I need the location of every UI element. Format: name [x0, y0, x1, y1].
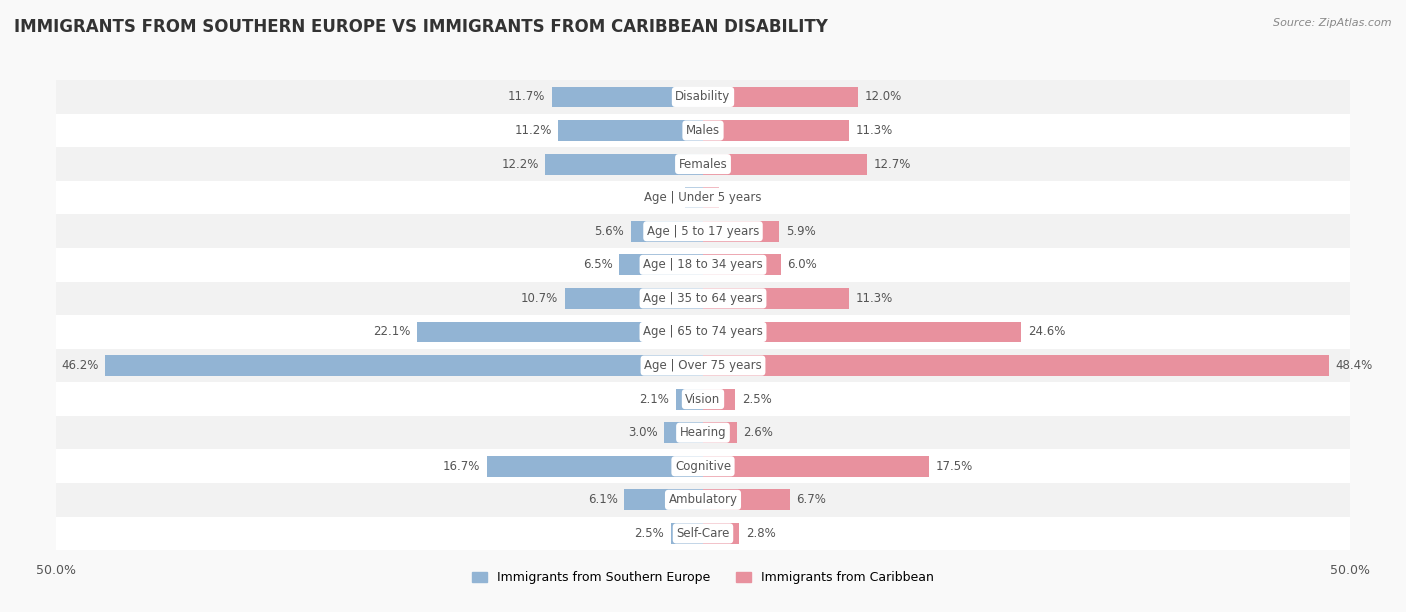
Text: 6.7%: 6.7% — [796, 493, 825, 506]
Bar — [56, 349, 1350, 382]
Bar — [56, 517, 1350, 550]
Text: IMMIGRANTS FROM SOUTHERN EUROPE VS IMMIGRANTS FROM CARIBBEAN DISABILITY: IMMIGRANTS FROM SOUTHERN EUROPE VS IMMIG… — [14, 18, 828, 36]
Bar — [703, 321, 1021, 342]
Bar — [56, 449, 1350, 483]
Text: Self-Care: Self-Care — [676, 527, 730, 540]
Text: 17.5%: 17.5% — [936, 460, 973, 472]
Bar — [56, 80, 1350, 114]
Bar — [703, 422, 737, 443]
Text: 46.2%: 46.2% — [62, 359, 98, 372]
Bar — [685, 187, 703, 208]
Bar — [56, 416, 1350, 449]
Bar — [703, 456, 929, 477]
Text: Source: ZipAtlas.com: Source: ZipAtlas.com — [1274, 18, 1392, 28]
Bar — [624, 490, 703, 510]
Text: 11.3%: 11.3% — [856, 292, 893, 305]
Bar — [56, 248, 1350, 282]
Bar — [664, 422, 703, 443]
Bar — [551, 86, 703, 107]
Bar — [486, 456, 703, 477]
Text: 11.2%: 11.2% — [515, 124, 551, 137]
Text: 2.5%: 2.5% — [742, 393, 772, 406]
Text: 1.2%: 1.2% — [725, 191, 755, 204]
Text: Vision: Vision — [685, 393, 721, 406]
Bar — [56, 382, 1350, 416]
Text: Age | Under 5 years: Age | Under 5 years — [644, 191, 762, 204]
Text: 2.8%: 2.8% — [745, 527, 776, 540]
Bar — [676, 389, 703, 409]
Text: 22.1%: 22.1% — [373, 326, 411, 338]
Bar — [56, 181, 1350, 214]
Text: 2.1%: 2.1% — [640, 393, 669, 406]
Text: 12.0%: 12.0% — [865, 91, 901, 103]
Text: Cognitive: Cognitive — [675, 460, 731, 472]
Bar — [703, 355, 1329, 376]
Text: 10.7%: 10.7% — [520, 292, 558, 305]
Text: Age | 18 to 34 years: Age | 18 to 34 years — [643, 258, 763, 271]
Text: 11.3%: 11.3% — [856, 124, 893, 137]
Text: 6.5%: 6.5% — [582, 258, 613, 271]
Bar — [546, 154, 703, 174]
Text: Disability: Disability — [675, 91, 731, 103]
Bar — [703, 490, 790, 510]
Bar — [56, 315, 1350, 349]
Text: 6.1%: 6.1% — [588, 493, 617, 506]
Bar — [703, 389, 735, 409]
Bar — [703, 86, 858, 107]
Bar — [56, 114, 1350, 147]
Text: 16.7%: 16.7% — [443, 460, 481, 472]
Text: Age | 65 to 74 years: Age | 65 to 74 years — [643, 326, 763, 338]
Text: Age | Over 75 years: Age | Over 75 years — [644, 359, 762, 372]
Bar — [703, 221, 779, 242]
Bar — [558, 120, 703, 141]
Text: 1.4%: 1.4% — [648, 191, 679, 204]
Bar — [630, 221, 703, 242]
Bar — [703, 187, 718, 208]
Bar — [105, 355, 703, 376]
Text: Males: Males — [686, 124, 720, 137]
Bar — [56, 147, 1350, 181]
Text: 48.4%: 48.4% — [1336, 359, 1372, 372]
Bar — [703, 255, 780, 275]
Text: Age | 35 to 64 years: Age | 35 to 64 years — [643, 292, 763, 305]
Text: 12.2%: 12.2% — [502, 158, 538, 171]
Legend: Immigrants from Southern Europe, Immigrants from Caribbean: Immigrants from Southern Europe, Immigra… — [467, 566, 939, 589]
Text: 6.0%: 6.0% — [787, 258, 817, 271]
Bar — [56, 282, 1350, 315]
Bar — [703, 523, 740, 544]
Text: Age | 5 to 17 years: Age | 5 to 17 years — [647, 225, 759, 237]
Text: 2.5%: 2.5% — [634, 527, 664, 540]
Bar — [671, 523, 703, 544]
Bar — [56, 483, 1350, 517]
Text: 5.6%: 5.6% — [595, 225, 624, 237]
Bar — [703, 288, 849, 309]
Text: Ambulatory: Ambulatory — [668, 493, 738, 506]
Text: Hearing: Hearing — [679, 426, 727, 439]
Text: 12.7%: 12.7% — [873, 158, 911, 171]
Bar — [703, 154, 868, 174]
Text: 5.9%: 5.9% — [786, 225, 815, 237]
Text: 3.0%: 3.0% — [628, 426, 658, 439]
Text: Females: Females — [679, 158, 727, 171]
Bar — [565, 288, 703, 309]
Bar — [619, 255, 703, 275]
Text: 2.6%: 2.6% — [744, 426, 773, 439]
Text: 24.6%: 24.6% — [1028, 326, 1066, 338]
Bar — [418, 321, 703, 342]
Text: 11.7%: 11.7% — [508, 91, 546, 103]
Bar — [703, 120, 849, 141]
Bar — [56, 214, 1350, 248]
